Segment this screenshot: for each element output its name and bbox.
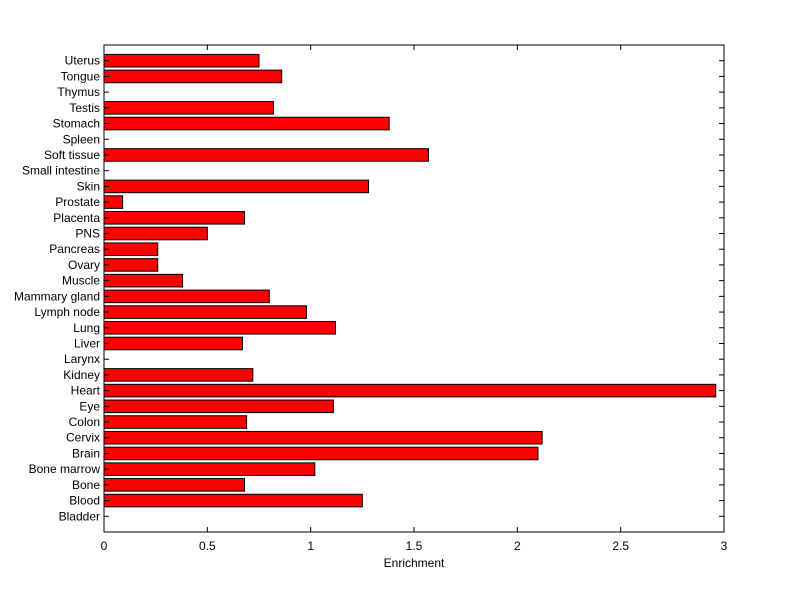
y-tick-label-spleen: Spleen <box>63 132 100 146</box>
y-tick-label-brain: Brain <box>72 446 100 460</box>
bar-eye <box>103 399 334 414</box>
y-tick-label-prostate: Prostate <box>55 195 100 209</box>
y-tick-label-cervix: Cervix <box>66 431 100 445</box>
bar-muscle <box>103 273 184 288</box>
y-tick-label-pancreas: Pancreas <box>49 242 100 256</box>
x-tick-label-3: 1.5 <box>406 539 423 553</box>
y-tick-label-heart: Heart <box>71 384 101 398</box>
bar-heart <box>103 383 717 398</box>
y-tick-label-skin: Skin <box>77 179 100 193</box>
x-tick-label-6: 3 <box>721 539 728 553</box>
x-axis-ticks: 0 0.5 1 1.5 2 2.5 3 <box>101 45 728 553</box>
y-tick-label-uterus: Uterus <box>65 54 100 68</box>
x-tick-label-5: 2.5 <box>612 539 629 553</box>
bar-colon <box>103 415 248 429</box>
y-tick-label-testis: Testis <box>69 101 100 115</box>
bar-kidney <box>103 368 254 382</box>
y-tick-label-mammary-gland: Mammary gland <box>14 289 100 303</box>
bar-liver <box>103 336 243 351</box>
bar-cervix <box>103 430 543 445</box>
x-tick-label-0: 0 <box>101 539 108 553</box>
y-tick-label-placenta: Placenta <box>53 211 100 225</box>
bar-bone <box>103 478 246 492</box>
bar-brain <box>103 446 539 461</box>
y-tick-label-ovary: Ovary <box>68 258 100 272</box>
bar-tongue <box>103 69 283 84</box>
y-tick-label-bladder: Bladder <box>59 509 100 523</box>
y-tick-label-stomach: Stomach <box>53 117 100 131</box>
bar-soft-tissue <box>103 148 429 162</box>
y-tick-label-bone: Bone <box>72 478 100 492</box>
bar-testis <box>103 101 274 115</box>
bar-lung <box>103 320 336 335</box>
bar-blood <box>103 493 363 508</box>
x-tick-label-1: 0.5 <box>199 539 216 553</box>
y-tick-label-eye: Eye <box>79 399 100 413</box>
y-tick-label-thymus: Thymus <box>57 85 100 99</box>
bar-placenta <box>103 211 246 225</box>
y-tick-label-tongue: Tongue <box>61 69 101 83</box>
x-axis-label: Enrichment <box>384 556 445 570</box>
y-tick-label-lymph-node: Lymph node <box>34 305 100 319</box>
bar-bone-marrow <box>103 462 316 476</box>
bar-uterus <box>103 53 260 68</box>
bar-pancreas <box>103 242 159 257</box>
bar-mammary-gland <box>103 289 270 304</box>
y-tick-label-pns: PNS <box>75 227 100 241</box>
x-tick-label-2: 1 <box>307 539 314 553</box>
bar-skin <box>103 179 370 194</box>
y-tick-label-larynx: Larynx <box>64 352 100 366</box>
bar-ovary <box>103 258 159 272</box>
plot-frame <box>103 44 725 533</box>
y-tick-label-small-intestine: Small intestine <box>22 164 100 178</box>
y-tick-label-kidney: Kidney <box>63 368 100 382</box>
bar-pns <box>103 226 208 241</box>
y-tick-label-colon: Colon <box>69 415 100 429</box>
y-tick-label-bone-marrow: Bone marrow <box>29 462 101 476</box>
bar-lymph-node <box>103 305 308 319</box>
y-tick-label-blood: Blood <box>69 494 100 508</box>
y-tick-label-muscle: Muscle <box>62 274 100 288</box>
y-tick-label-soft-tissue: Soft tissue <box>44 148 100 162</box>
y-tick-label-lung: Lung <box>73 321 100 335</box>
x-tick-label-4: 2 <box>514 539 521 553</box>
bar-stomach <box>103 116 390 131</box>
y-tick-label-liver: Liver <box>74 336 100 350</box>
